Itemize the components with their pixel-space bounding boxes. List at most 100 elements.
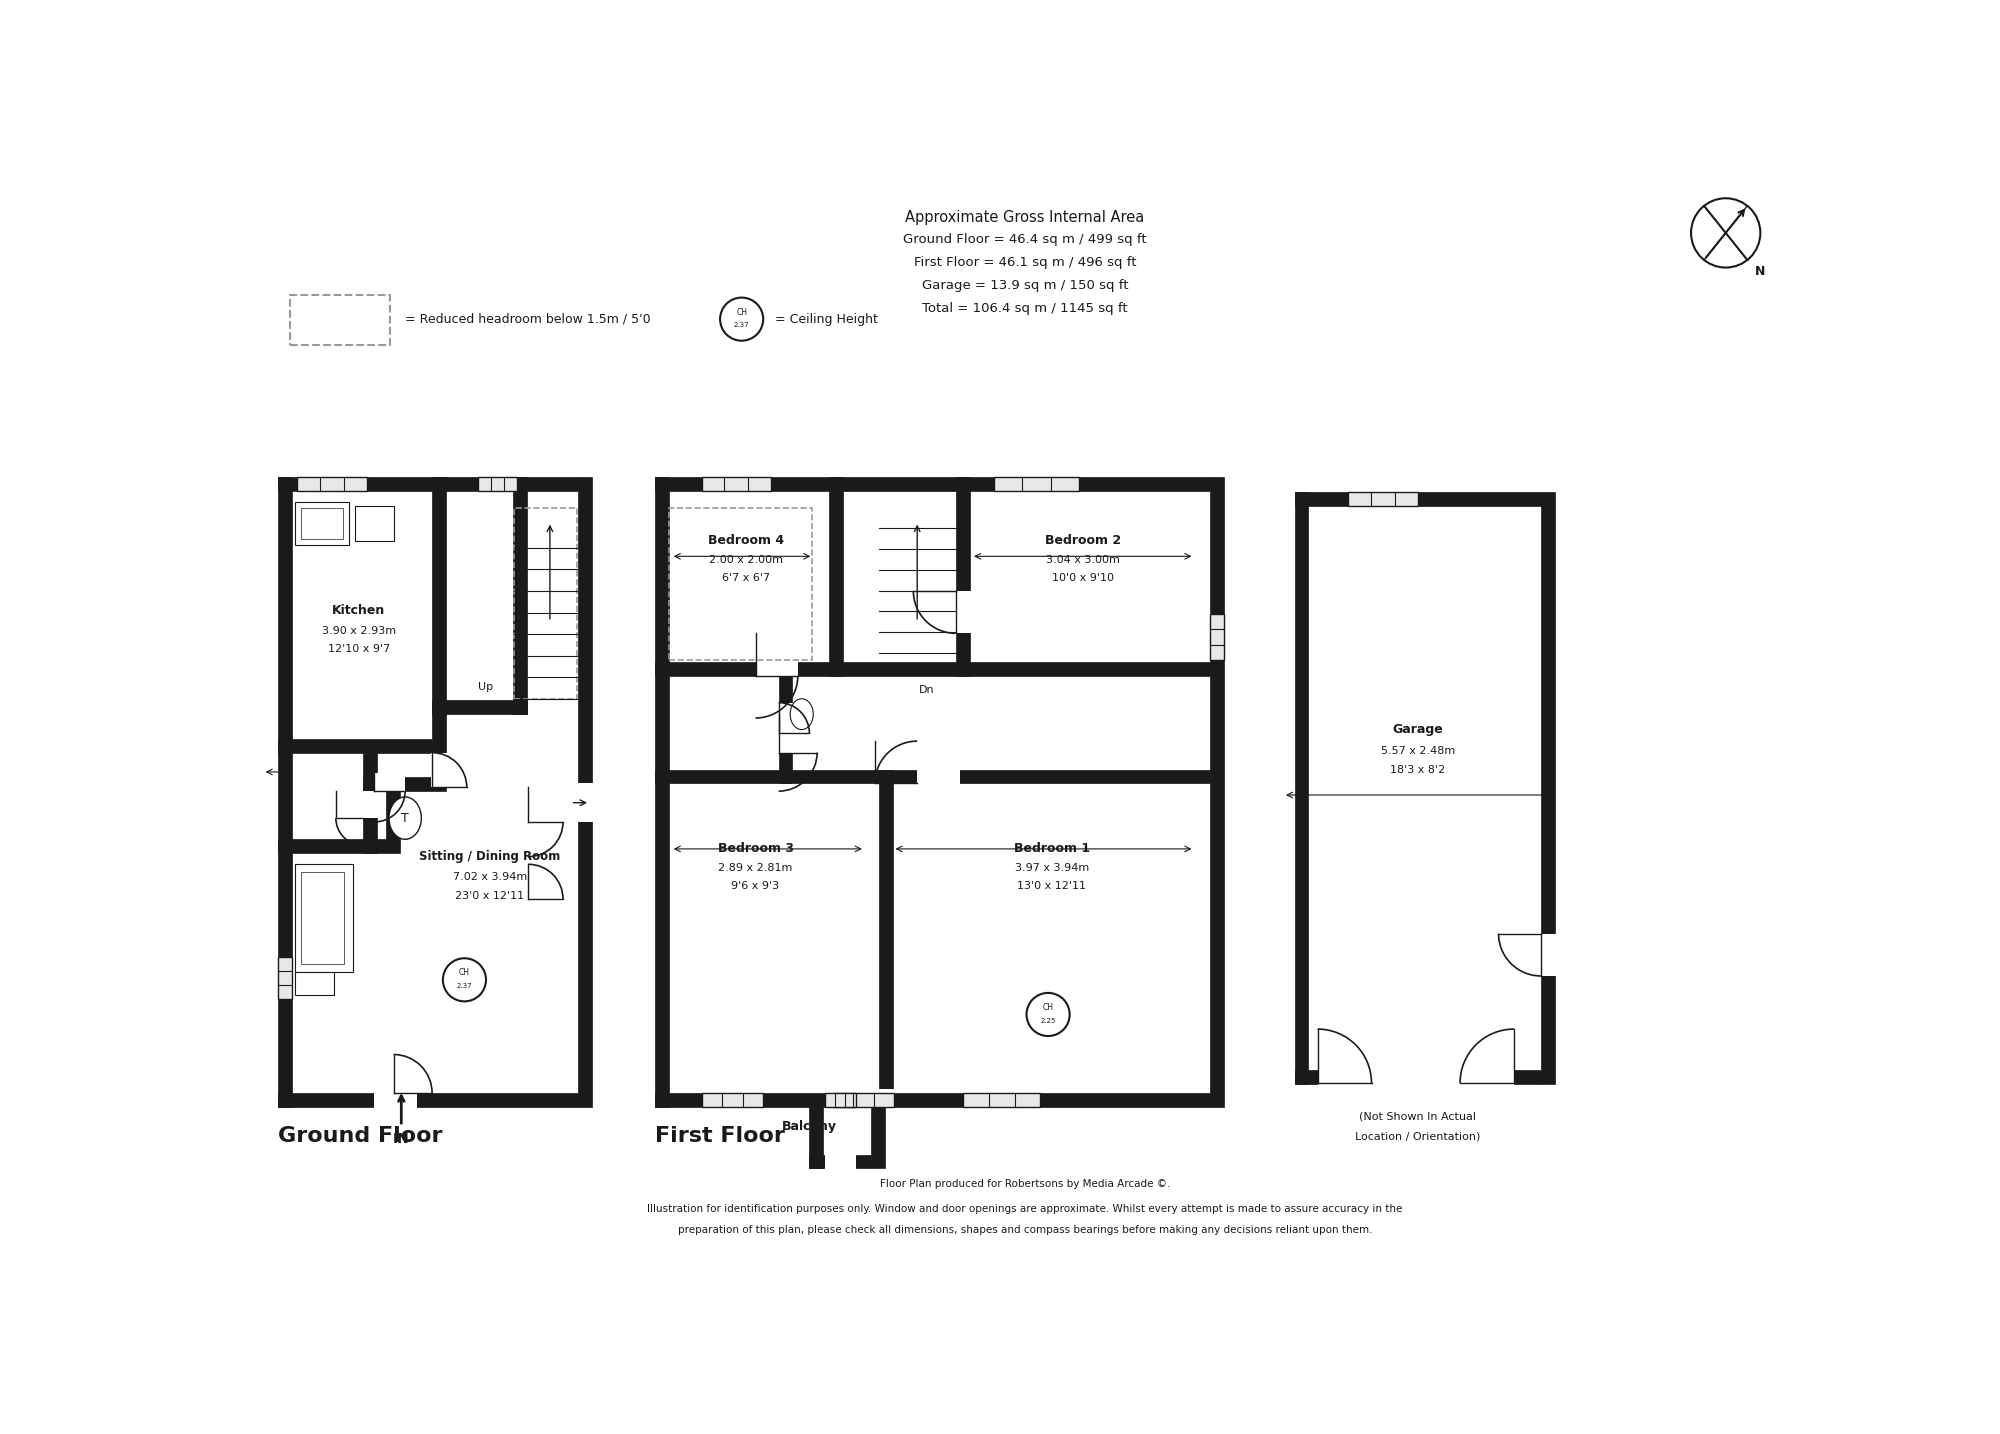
- Bar: [1318, 1065, 1514, 1084]
- Text: First Floor: First Floor: [656, 1126, 786, 1146]
- Bar: [1540, 934, 1558, 977]
- Bar: [374, 773, 406, 792]
- Text: CH: CH: [1042, 1002, 1054, 1012]
- Bar: [1540, 492, 1554, 1084]
- Bar: [514, 508, 576, 698]
- Bar: [778, 714, 796, 753]
- Text: Ground Floor: Ground Floor: [278, 1126, 442, 1146]
- Bar: [296, 502, 348, 545]
- Text: Bedroom 3: Bedroom 3: [718, 842, 794, 856]
- Bar: [298, 473, 366, 492]
- Bar: [1294, 492, 1540, 506]
- Text: 2.00 x 2.00m: 2.00 x 2.00m: [710, 555, 784, 565]
- Polygon shape: [1726, 206, 1748, 232]
- Text: 3.04 x 3.00m: 3.04 x 3.00m: [1046, 555, 1120, 565]
- Bar: [832, 1093, 894, 1107]
- Text: Up: Up: [478, 683, 494, 693]
- Text: 5.57 x 2.48m: 5.57 x 2.48m: [1380, 746, 1454, 756]
- Bar: [298, 478, 366, 490]
- Bar: [362, 777, 446, 792]
- Text: Bedroom 4: Bedroom 4: [708, 535, 784, 548]
- Bar: [1348, 492, 1418, 506]
- Bar: [512, 478, 526, 714]
- Text: Location / Orientation): Location / Orientation): [1356, 1131, 1480, 1141]
- Bar: [828, 478, 842, 675]
- Circle shape: [720, 298, 764, 341]
- Bar: [278, 839, 386, 853]
- Bar: [778, 703, 796, 733]
- Bar: [1294, 1070, 1540, 1084]
- Text: preparation of this plan, please check all dimensions, shapes and compass bearin: preparation of this plan, please check a…: [678, 1225, 1372, 1235]
- Text: Bedroom 2: Bedroom 2: [1044, 535, 1120, 548]
- Bar: [296, 972, 334, 995]
- Bar: [296, 865, 352, 972]
- Text: N: N: [1754, 265, 1766, 278]
- Bar: [964, 1093, 1040, 1107]
- Bar: [362, 792, 380, 819]
- Bar: [578, 783, 596, 822]
- Bar: [778, 663, 792, 783]
- Bar: [964, 1090, 1040, 1107]
- Bar: [702, 1093, 764, 1107]
- Text: 10'0 x 9'10: 10'0 x 9'10: [1052, 572, 1114, 582]
- Bar: [918, 766, 960, 784]
- Ellipse shape: [388, 797, 422, 839]
- Text: 2.25: 2.25: [1040, 1018, 1056, 1024]
- Bar: [478, 478, 516, 490]
- Circle shape: [442, 958, 486, 1001]
- Bar: [278, 490, 578, 1107]
- Bar: [302, 872, 344, 965]
- Bar: [432, 478, 446, 753]
- Bar: [386, 792, 400, 853]
- Bar: [356, 506, 394, 541]
- Text: (Not Shown In Actual: (Not Shown In Actual: [1360, 1111, 1476, 1121]
- Bar: [432, 700, 526, 714]
- Bar: [290, 294, 390, 344]
- Text: 2.37: 2.37: [734, 323, 750, 328]
- Bar: [702, 1090, 764, 1107]
- Bar: [824, 1093, 856, 1107]
- Text: 2.37: 2.37: [456, 982, 472, 989]
- Text: 12'10 x 9'7: 12'10 x 9'7: [328, 644, 390, 654]
- Text: 18'3 x 8'2: 18'3 x 8'2: [1390, 764, 1446, 774]
- Bar: [362, 753, 376, 853]
- Ellipse shape: [304, 883, 330, 922]
- Bar: [656, 1093, 1210, 1107]
- Text: 23'0 x 12'11: 23'0 x 12'11: [456, 891, 524, 901]
- Bar: [994, 478, 1078, 490]
- Bar: [878, 770, 892, 1107]
- Text: = Reduced headroom below 1.5m / 5'0: = Reduced headroom below 1.5m / 5'0: [406, 313, 650, 326]
- Text: Bedroom 1: Bedroom 1: [1014, 842, 1090, 856]
- Text: 7.02 x 3.94m: 7.02 x 3.94m: [452, 872, 526, 882]
- Bar: [656, 478, 1210, 490]
- Polygon shape: [1704, 232, 1726, 260]
- Text: Illustration for identification purposes only. Window and door openings are appr: Illustration for identification purposes…: [648, 1203, 1402, 1213]
- Bar: [656, 490, 1210, 1107]
- Bar: [1348, 489, 1418, 508]
- Text: Garage: Garage: [1392, 723, 1444, 736]
- Bar: [278, 739, 432, 753]
- Text: Garage = 13.9 sq m / 150 sq ft: Garage = 13.9 sq m / 150 sq ft: [922, 280, 1128, 293]
- Bar: [1210, 614, 1228, 660]
- Bar: [656, 478, 670, 1107]
- Text: CH: CH: [458, 968, 470, 978]
- Text: Total = 106.4 sq m / 1145 sq ft: Total = 106.4 sq m / 1145 sq ft: [922, 303, 1128, 315]
- Bar: [702, 473, 770, 492]
- Text: Ground Floor = 46.4 sq m / 499 sq ft: Ground Floor = 46.4 sq m / 499 sq ft: [904, 232, 1146, 245]
- Bar: [278, 478, 292, 1107]
- Text: Dn: Dn: [918, 684, 934, 694]
- Bar: [374, 1090, 416, 1107]
- Text: IN: IN: [392, 1133, 410, 1146]
- Bar: [656, 770, 1210, 783]
- Text: Balcony: Balcony: [782, 1120, 836, 1133]
- Bar: [872, 1107, 884, 1169]
- Text: T: T: [402, 812, 410, 825]
- Bar: [1210, 614, 1224, 660]
- Text: Kitchen: Kitchen: [332, 604, 386, 617]
- Text: 2.89 x 2.81m: 2.89 x 2.81m: [718, 863, 792, 873]
- Bar: [302, 508, 342, 539]
- Bar: [578, 478, 592, 1107]
- Bar: [656, 663, 1210, 675]
- Text: 9'6 x 9'3: 9'6 x 9'3: [732, 880, 780, 891]
- Bar: [278, 1093, 578, 1107]
